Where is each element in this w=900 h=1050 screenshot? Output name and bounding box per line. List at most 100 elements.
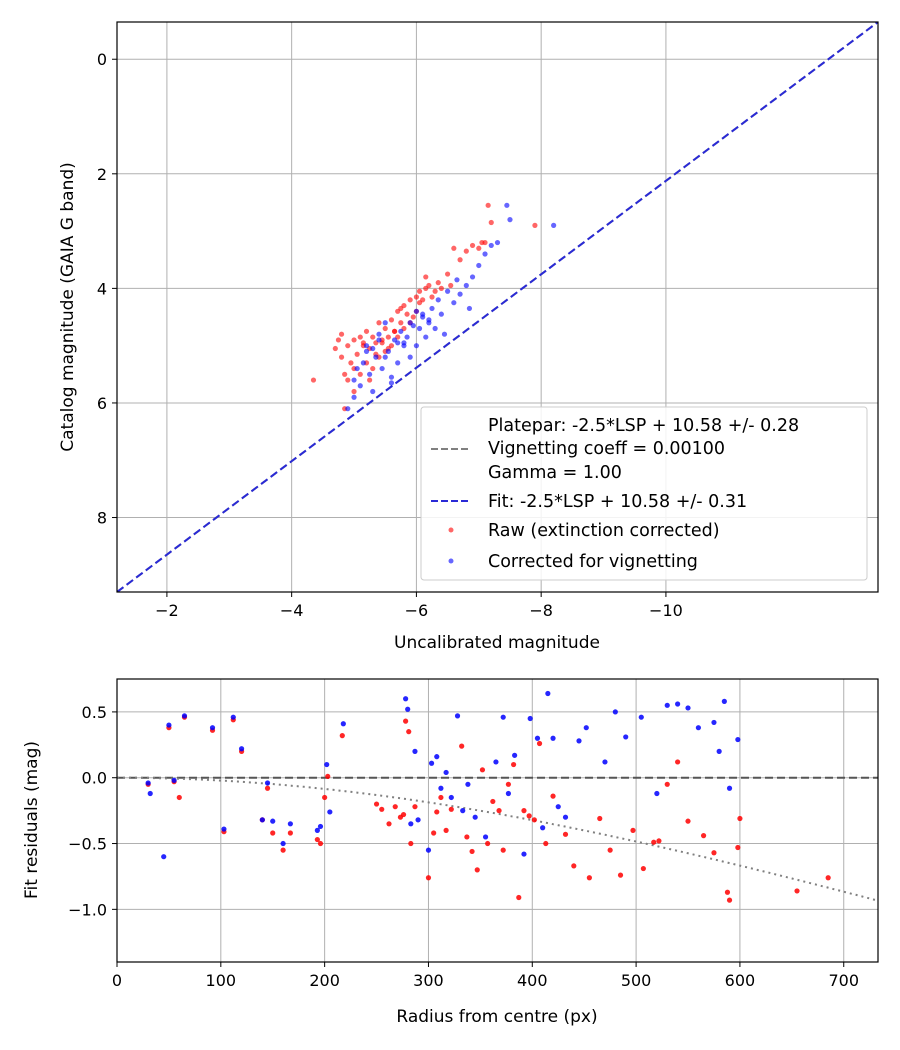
residual-point-corrected: [550, 735, 556, 741]
residual-point-corrected: [711, 719, 717, 726]
residual-point-corrected: [721, 698, 727, 704]
residual-point-raw: [425, 875, 432, 881]
residual-point-corrected: [675, 701, 681, 707]
residual-point-raw: [379, 806, 385, 812]
main-point-raw: [410, 314, 416, 320]
main-point-corrected: [476, 262, 482, 269]
residual-point-corrected: [638, 714, 644, 720]
residual-point-corrected: [545, 690, 551, 697]
legend-vignetting-label: Vignetting coeff = 0.00100: [488, 439, 725, 459]
main-point-raw: [345, 377, 351, 383]
main-point-raw: [363, 328, 370, 334]
residual-point-corrected: [147, 790, 153, 797]
main-point-corrected: [385, 348, 391, 354]
residual-point-raw: [386, 821, 392, 827]
residual-point-raw: [675, 759, 681, 765]
residual-point-raw: [406, 729, 412, 735]
main-point-raw: [398, 305, 404, 312]
residual-point-corrected: [555, 804, 561, 810]
residual-point-corrected: [562, 814, 569, 820]
residual-point-raw: [434, 809, 440, 815]
residual-point-corrected: [324, 761, 330, 768]
residual-x-tick-label: 0: [112, 971, 122, 990]
main-point-raw: [370, 334, 376, 340]
residual-point-corrected: [415, 817, 421, 823]
residual-point-raw: [531, 817, 537, 823]
legend-corrected-swatch: [448, 558, 454, 564]
residual-point-raw: [479, 767, 486, 773]
main-y-tick-label: 8: [97, 509, 107, 528]
main-point-corrected: [363, 343, 370, 349]
main-point-corrected: [426, 320, 432, 326]
main-chart-points: [310, 202, 557, 412]
main-point-corrected: [454, 277, 460, 283]
main-x-tick-label: −6: [405, 601, 429, 620]
residual-point-raw: [317, 840, 324, 847]
main-point-raw: [335, 337, 342, 343]
residuals-chart-y-label: Fit residuals (mag): [22, 741, 42, 899]
legend-corrected-label: Corrected for vignetting: [488, 552, 698, 572]
residual-point-raw: [264, 785, 271, 791]
residual-point-raw: [562, 831, 569, 837]
main-point-corrected: [413, 343, 420, 349]
residual-point-raw: [500, 847, 506, 853]
main-point-corrected: [395, 360, 401, 366]
main-point-corrected: [388, 374, 395, 380]
main-point-raw: [476, 245, 482, 251]
residual-point-corrected: [317, 823, 324, 830]
main-point-corrected: [407, 354, 413, 360]
main-chart-y-label: Catalog magnitude (GAIA G band): [58, 162, 78, 452]
residual-x-tick-label: 300: [413, 971, 444, 990]
residual-point-raw: [737, 815, 743, 822]
residual-point-corrected: [425, 847, 432, 853]
legend-gamma-label: Gamma = 1.00: [488, 463, 622, 483]
residual-point-raw: [735, 844, 741, 851]
main-point-corrected: [382, 320, 388, 326]
residual-point-raw: [490, 798, 496, 805]
main-point-corrected: [416, 325, 423, 332]
residual-point-raw: [640, 865, 646, 872]
residual-point-raw: [664, 781, 670, 787]
main-point-raw: [351, 337, 357, 343]
residual-point-raw: [459, 743, 465, 749]
residual-point-raw: [724, 889, 731, 895]
main-point-raw: [348, 360, 354, 366]
residual-point-raw: [651, 839, 657, 845]
residual-point-corrected: [408, 821, 414, 827]
main-point-raw: [382, 325, 388, 332]
residual-point-raw: [586, 875, 592, 881]
residual-vignetting-curve: [117, 776, 878, 902]
residual-point-raw: [325, 773, 331, 780]
main-point-corrected: [441, 331, 448, 337]
legend: Platepar: -2.5*LSP + 10.58 +/- 0.28 Vign…: [420, 406, 868, 581]
main-y-tick-label: 0: [97, 50, 107, 69]
main-point-corrected: [451, 300, 457, 306]
residual-point-corrected: [405, 706, 411, 712]
main-point-corrected: [494, 239, 501, 246]
main-point-raw: [357, 334, 363, 340]
residual-point-corrected: [403, 696, 409, 702]
residual-point-corrected: [181, 713, 188, 719]
residual-point-corrected: [472, 814, 478, 820]
legend-fit-label: Fit: -2.5*LSP + 10.58 +/- 0.31: [488, 492, 747, 512]
residual-x-tick-label: 500: [621, 971, 652, 990]
residual-point-raw: [630, 827, 636, 833]
residual-y-tick-label: 0.5: [82, 703, 107, 722]
main-point-raw: [413, 294, 420, 300]
main-point-corrected: [370, 388, 376, 395]
main-point-corrected: [413, 308, 420, 314]
main-point-raw: [435, 280, 441, 286]
main-point-corrected: [398, 328, 404, 334]
main-point-corrected: [373, 354, 379, 360]
legend-raw-label: Raw (extinction corrected): [488, 521, 720, 541]
residual-point-raw: [597, 815, 603, 822]
main-point-raw: [370, 365, 376, 372]
main-point-corrected: [363, 348, 370, 354]
residual-point-raw: [408, 840, 414, 847]
residual-point-raw: [412, 804, 418, 810]
main-chart-frame: [116, 21, 879, 593]
residual-y-tick-label: 0.0: [82, 769, 107, 788]
main-point-raw: [357, 371, 363, 377]
main-point-corrected: [360, 360, 366, 366]
main-point-corrected: [457, 291, 463, 297]
